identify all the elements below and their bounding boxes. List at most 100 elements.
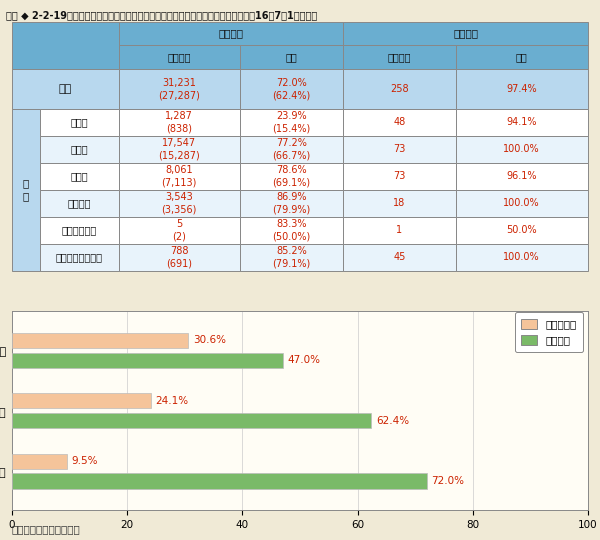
Bar — [239, 163, 343, 190]
Text: 8,061
(7,113): 8,061 (7,113) — [161, 165, 197, 187]
Text: 中学校: 中学校 — [70, 171, 88, 181]
Text: 94.1%: 94.1% — [506, 117, 537, 127]
Text: 30.6%: 30.6% — [193, 335, 226, 345]
Bar — [119, 22, 343, 45]
Bar — [40, 136, 119, 163]
Legend: 設置検討中, 設置済み: 設置検討中, 設置済み — [515, 312, 583, 352]
Text: 幼稚園: 幼稚園 — [70, 117, 88, 127]
Bar — [119, 45, 239, 69]
Bar — [455, 190, 588, 217]
Bar — [455, 217, 588, 244]
Text: 73: 73 — [393, 144, 406, 154]
Bar — [12, 454, 67, 469]
Text: 83.3%
(50.0%): 83.3% (50.0%) — [272, 219, 310, 241]
Text: 62.4%: 62.4% — [376, 416, 409, 426]
Text: 内
訳: 内 訳 — [23, 179, 29, 201]
Bar — [455, 69, 588, 109]
Bar — [343, 136, 455, 163]
Bar — [239, 217, 343, 244]
Bar — [239, 69, 343, 109]
Text: 78.6%
(69.1%): 78.6% (69.1%) — [272, 165, 310, 187]
Text: 9.5%: 9.5% — [71, 456, 98, 466]
Text: 72.0%: 72.0% — [431, 476, 464, 486]
Bar — [12, 333, 188, 348]
Bar — [119, 136, 239, 163]
Bar — [12, 69, 119, 109]
Bar — [343, 190, 455, 217]
Text: 高等学校: 高等学校 — [67, 198, 91, 208]
Text: 258: 258 — [390, 84, 409, 94]
Bar — [343, 217, 455, 244]
Bar — [343, 45, 455, 69]
Bar — [239, 244, 343, 271]
Text: （資料）文部科学省調べ: （資料）文部科学省調べ — [12, 524, 81, 535]
Bar — [239, 136, 343, 163]
Text: 97.4%: 97.4% — [506, 84, 537, 94]
Bar — [12, 393, 151, 408]
Bar — [343, 69, 455, 109]
Text: 86.9%
(79.9%): 86.9% (79.9%) — [272, 192, 310, 214]
Bar — [239, 45, 343, 69]
Bar — [239, 190, 343, 217]
Bar — [12, 413, 371, 428]
Text: 50.0%: 50.0% — [506, 225, 537, 235]
Text: 48: 48 — [393, 117, 406, 127]
Text: 77.2%
(66.7%): 77.2% (66.7%) — [272, 138, 310, 160]
Bar — [12, 22, 119, 69]
Text: 72.0%
(62.4%): 72.0% (62.4%) — [272, 78, 310, 100]
Text: 図表 ◆ 2-2-19　国公立学校における学校評議員（類似制度を含む）の設置状況【平成16年7月1日現在】: 図表 ◆ 2-2-19 国公立学校における学校評議員（類似制度を含む）の設置状況… — [6, 10, 317, 20]
Bar — [343, 244, 455, 271]
Bar — [455, 109, 588, 136]
Bar — [12, 353, 283, 368]
Bar — [40, 217, 119, 244]
Bar — [40, 109, 119, 136]
Text: 小学校: 小学校 — [70, 144, 88, 154]
Bar — [343, 163, 455, 190]
Text: 割合: 割合 — [286, 52, 297, 62]
Bar — [119, 190, 239, 217]
Text: 国立学校: 国立学校 — [453, 29, 478, 38]
Text: 18: 18 — [393, 198, 406, 208]
Bar — [455, 244, 588, 271]
Text: 3,543
(3,356): 3,543 (3,356) — [161, 192, 197, 214]
Text: 中等教育学校: 中等教育学校 — [61, 225, 97, 235]
Text: 5
(2): 5 (2) — [172, 219, 186, 241]
Text: 17,547
(15,287): 17,547 (15,287) — [158, 138, 200, 160]
Text: 24.1%: 24.1% — [155, 396, 188, 406]
Bar — [455, 163, 588, 190]
Text: 73: 73 — [393, 171, 406, 181]
Text: 設置校数: 設置校数 — [167, 52, 191, 62]
Text: 100.0%: 100.0% — [503, 252, 540, 262]
Text: 23.9%
(15.4%): 23.9% (15.4%) — [272, 111, 310, 133]
Text: 788
(691): 788 (691) — [166, 246, 192, 268]
Bar — [119, 69, 239, 109]
Text: 100.0%: 100.0% — [503, 144, 540, 154]
Bar — [239, 109, 343, 136]
Text: 47.0%: 47.0% — [287, 355, 320, 365]
Bar — [455, 136, 588, 163]
Text: 盲・聿・養護学校: 盲・聿・養護学校 — [56, 252, 103, 262]
Bar — [40, 244, 119, 271]
Bar — [40, 190, 119, 217]
Bar — [455, 45, 588, 69]
Bar — [12, 474, 427, 489]
Bar — [119, 244, 239, 271]
Bar — [40, 163, 119, 190]
Text: 設置校数: 設置校数 — [388, 52, 411, 62]
Bar — [119, 163, 239, 190]
Text: 公立学校: 公立学校 — [218, 29, 244, 38]
Text: 45: 45 — [393, 252, 406, 262]
Bar — [343, 109, 455, 136]
Text: 85.2%
(79.1%): 85.2% (79.1%) — [272, 246, 310, 268]
Text: 1,287
(838): 1,287 (838) — [165, 111, 193, 133]
Bar — [12, 109, 40, 271]
Text: 100.0%: 100.0% — [503, 198, 540, 208]
Bar — [119, 109, 239, 136]
Text: 合計: 合計 — [59, 84, 72, 94]
Bar — [119, 217, 239, 244]
Text: 割合: 割合 — [516, 52, 527, 62]
Text: 1: 1 — [396, 225, 403, 235]
Bar — [343, 22, 588, 45]
Text: 31,231
(27,287): 31,231 (27,287) — [158, 78, 200, 100]
Text: 96.1%: 96.1% — [506, 171, 537, 181]
